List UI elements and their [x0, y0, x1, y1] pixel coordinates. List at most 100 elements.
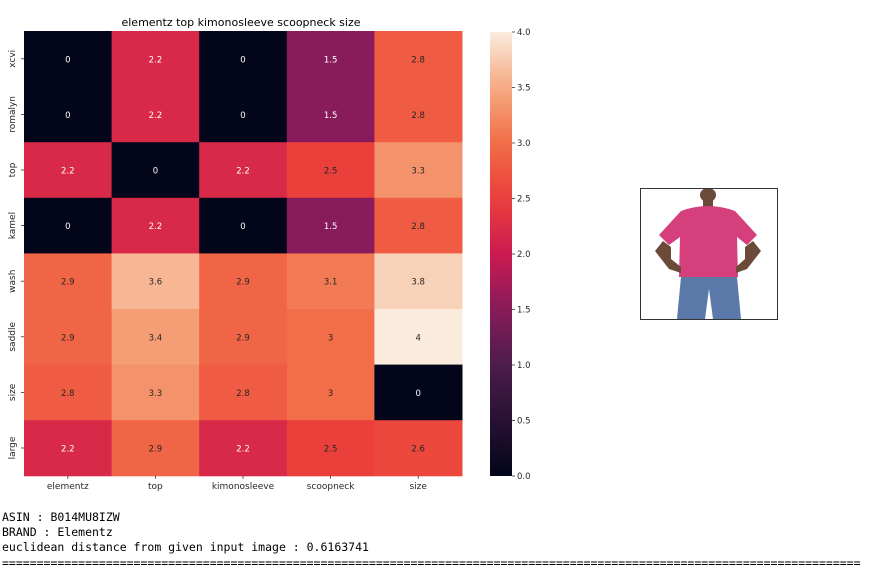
heatmap-cell — [199, 86, 288, 143]
heatmap-cell — [111, 86, 200, 143]
separator-line: ========================================… — [2, 556, 861, 570]
y-tick-label: size — [8, 383, 18, 401]
x-tick-label: scoopneck — [307, 482, 356, 492]
heatmap-cell — [111, 420, 200, 477]
x-tick-label: top — [148, 482, 163, 492]
colorbar: 0.0 0.5 1.0 1.5 2.0 2.5 3.0 3.5 4.0 — [490, 28, 531, 482]
x-tick-label: elementz — [47, 482, 89, 492]
cell-value-label: 0 — [65, 222, 70, 232]
asin-text: ASIN : B014MU8IZW — [2, 510, 120, 524]
y-tick-labels: xcvi romalyn top kamel wash saddle size large — [8, 50, 24, 459]
heatmap-cell — [111, 253, 200, 310]
cell-value-label: 3.4 — [149, 333, 163, 343]
cell-value-label: 2.9 — [236, 278, 250, 288]
cell-value-label: 1.5 — [324, 222, 338, 232]
cell-value-label: 2.9 — [236, 333, 250, 343]
cell-value-label: 2.2 — [149, 55, 163, 65]
cell-value-label: 2.2 — [236, 445, 250, 455]
distance-text: euclidean distance from given input imag… — [2, 540, 369, 554]
cell-value-label: 3 — [328, 333, 333, 343]
colorbar-tick-label: 2.5 — [517, 195, 531, 205]
cell-value-label: 3.3 — [411, 167, 425, 177]
cell-value-label: 1.5 — [324, 111, 338, 121]
product-thumbnail — [640, 188, 778, 320]
cell-value-label: 2.9 — [61, 278, 75, 288]
heatmap-cell — [24, 253, 113, 310]
heatmap-cell — [286, 309, 375, 366]
y-tick-label: kamel — [8, 212, 18, 239]
heatmap-cell — [374, 142, 463, 199]
heatmap-cell — [24, 364, 113, 421]
y-tick-label: top — [8, 162, 18, 177]
heatmap-cell — [24, 197, 113, 254]
heatmap-cell — [24, 31, 113, 88]
cell-value-label: 2.5 — [324, 445, 338, 455]
x-tick-labels: elementz top kimonosleeve scoopneck size — [47, 475, 427, 492]
chart-title: elementz top kimonosleeve scoopneck size — [121, 16, 360, 29]
x-tick-label: kimonosleeve — [212, 482, 275, 492]
heatmap-cell — [199, 420, 288, 477]
cell-value-label: 0 — [240, 222, 245, 232]
cell-value-label: 0 — [65, 111, 70, 121]
cell-value-label: 0 — [153, 167, 158, 177]
heatmap-cell — [111, 31, 200, 88]
heatmap-cells: 0 2.2 0 1.5 2.8 0 2.2 0 1.5 2.8 2.2 0 2.2 2.5 3.3 0 2.2 0… — [24, 31, 463, 477]
cell-value-label: 1.5 — [324, 55, 338, 65]
cell-value-label: 2.2 — [149, 111, 163, 121]
cell-value-label: 4 — [415, 333, 420, 343]
cell-value-label: 2.8 — [411, 222, 425, 232]
heatmap-cell — [24, 420, 113, 477]
cell-value-label: 2.8 — [236, 389, 250, 399]
heatmap-cell — [374, 197, 463, 254]
heatmap-cell — [199, 197, 288, 254]
heatmap-cell — [286, 31, 375, 88]
cell-value-label: 2.2 — [236, 167, 250, 177]
brand-text: BRAND : Elementz — [2, 525, 113, 539]
heatmap-cell — [199, 364, 288, 421]
heatmap-chart: elementz top kimonosleeve scoopneck size… — [8, 16, 531, 492]
colorbar-tick-label: 3.5 — [517, 84, 531, 94]
cell-value-label: 3.6 — [149, 278, 163, 288]
colorbar-tick-label: 0.0 — [517, 472, 531, 482]
heatmap-cell — [374, 86, 463, 143]
y-tick-label: xcvi — [8, 50, 18, 68]
x-tick-label: size — [409, 482, 427, 492]
y-tick-label: wash — [8, 270, 18, 293]
cell-value-label: 2.2 — [61, 167, 75, 177]
heatmap-cell — [286, 86, 375, 143]
heatmap-cell — [286, 142, 375, 199]
y-tick-label: romalyn — [8, 96, 18, 133]
cell-value-label: 3.3 — [149, 389, 163, 399]
cell-value-label: 0 — [240, 55, 245, 65]
heatmap-cell — [286, 420, 375, 477]
cell-value-label: 2.5 — [324, 167, 338, 177]
heatmap-cell — [374, 364, 463, 421]
cell-value-label: 2.8 — [411, 55, 425, 65]
cell-value-label: 3.8 — [411, 278, 425, 288]
colorbar-tick-label: 2.0 — [517, 250, 531, 260]
cell-value-label: 2.8 — [61, 389, 75, 399]
heatmap-cell — [199, 31, 288, 88]
heatmap-cell — [24, 309, 113, 366]
cell-value-label: 2.8 — [411, 111, 425, 121]
colorbar-tick-label: 1.0 — [517, 361, 531, 371]
colorbar-tick-label: 0.5 — [517, 417, 531, 427]
heatmap-cell — [374, 253, 463, 310]
cell-value-label: 2.6 — [411, 445, 425, 455]
heatmap-cell — [24, 142, 113, 199]
colorbar-tick-label: 3.0 — [517, 139, 531, 149]
heatmap-cell — [374, 420, 463, 477]
colorbar-gradient — [490, 32, 512, 476]
heatmap-cell — [199, 253, 288, 310]
heatmap-cell — [374, 309, 463, 366]
cell-value-label: 3 — [328, 389, 333, 399]
heatmap-cell — [111, 364, 200, 421]
heatmap-cell — [111, 197, 200, 254]
cell-value-label: 2.9 — [61, 333, 75, 343]
cell-value-label: 2.9 — [149, 445, 163, 455]
y-tick-label: large — [8, 436, 18, 459]
cell-value-label: 0 — [240, 111, 245, 121]
cell-value-label: 2.2 — [149, 222, 163, 232]
cell-value-label: 3.1 — [324, 278, 338, 288]
heatmap-cell — [286, 364, 375, 421]
